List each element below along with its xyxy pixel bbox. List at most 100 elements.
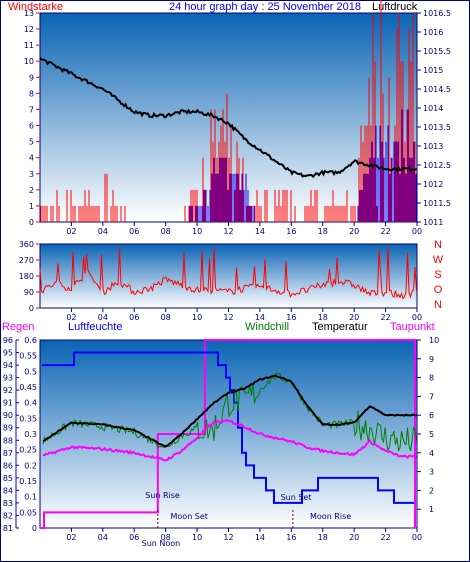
humidity-tick-label: 83 [3, 499, 13, 508]
compass-letter: O [434, 284, 443, 296]
rain-tick-label: 0.4 [24, 399, 37, 408]
pressure-tick-label: 1014 [423, 104, 443, 113]
x-tick-label: 02 [66, 227, 76, 236]
temp-x-axis: 02 04 06 08 10 12 14 16 18 20 22 00 [66, 528, 422, 542]
dewpoint-line [42, 418, 417, 462]
rain-tick-label: 0.3 [24, 430, 37, 439]
x-tick-label: 00 [412, 533, 422, 542]
x-tick-label: 22 [380, 227, 390, 236]
temperature-tick-label: 8 [429, 374, 434, 383]
temperature-tick-label: 2 [429, 486, 434, 495]
compass-letter: W [433, 254, 444, 266]
pressure-tick-label: 1012.5 [423, 161, 451, 170]
pressure-tick-label: 1016.5 [423, 9, 451, 18]
direction-tick-label: 90 [24, 288, 34, 297]
direction-tick-label: 0 [29, 304, 34, 313]
temp-plot-area [40, 340, 417, 528]
dewpoint-title: Taupunkt [390, 321, 435, 333]
rain-tick-label: 0.15 [19, 477, 37, 486]
wind-tick-label: 1 [29, 202, 34, 211]
temperature-line [42, 374, 417, 448]
x-tick-label: 20 [349, 227, 359, 236]
x-tick-label: 16 [286, 533, 296, 542]
pressure-tick-label: 1011.5 [423, 199, 451, 208]
pressure-tick-label: 1015 [423, 66, 443, 75]
x-tick-label: 08 [161, 227, 171, 236]
pressure-tick-label: 1016 [423, 28, 443, 37]
pressure-tick-label: 1013 [423, 142, 443, 151]
wind-tick-label: 10 [24, 57, 34, 66]
rain-tick-label: 0.6 [24, 336, 37, 345]
temperature-tick-label: 6 [429, 411, 434, 420]
x-tick-label: 06 [129, 313, 139, 322]
wind-tick-label: 0 [29, 218, 34, 227]
rain-tick-label: 0.45 [19, 383, 37, 392]
temperature-tick-label: 10 [429, 336, 439, 345]
rain-line [40, 339, 416, 529]
rain-tick-label: 0.5 [24, 367, 37, 376]
x-tick-label: 12 [223, 313, 233, 322]
humidity-tick-label: 95 [3, 349, 13, 358]
rain-tick-label: 0.55 [19, 352, 37, 361]
temperature-tick-label: 7 [429, 392, 434, 401]
x-tick-label: 10 [192, 313, 202, 322]
x-tick-label: 02 [66, 533, 76, 542]
x-tick-label: 06 [129, 533, 139, 542]
humidity-tick-label: 88 [3, 436, 13, 445]
pressure-tick-label: 1014.5 [423, 85, 451, 94]
humidity-tick-label: 96 [3, 336, 13, 345]
pressure-tick-label: 1012 [423, 180, 443, 189]
wind-title: Windstarke [8, 1, 63, 13]
humidity-tick-label: 94 [3, 361, 13, 370]
compass-letter: N [434, 299, 442, 311]
humidity-tick-label: 92 [3, 386, 13, 395]
sun-noon-label: Sun Noon [142, 539, 181, 548]
direction-line [39, 246, 417, 300]
wind-tick-label: 8 [29, 89, 34, 98]
x-tick-label: 12 [223, 227, 233, 236]
wind-tick-label: 12 [24, 25, 34, 34]
x-tick-label: 08 [161, 533, 171, 542]
direction-tick-label: 360 [19, 240, 34, 249]
x-tick-label: 10 [192, 227, 202, 236]
humidity-tick-label: 84 [3, 486, 13, 495]
wind-tick-label: 2 [29, 186, 34, 195]
rain-tick-label: 0 [32, 524, 37, 533]
humidity-y-axis: 81 82 83 84 85 86 87 88 89 90 91 92 93 94 95 96 [3, 336, 19, 533]
humidity-tick-label: 86 [3, 461, 13, 470]
pressure-y-axis: 1011 1011.5 1012 1012.5 1013 1013.5 1014 1014.5… [417, 9, 451, 227]
x-tick-label: 22 [380, 313, 390, 322]
temperature-tick-label: 4 [429, 449, 434, 458]
x-tick-label: 10 [192, 533, 202, 542]
pressure-tick-label: 1015.5 [423, 47, 451, 56]
wind-series [40, 0, 416, 222]
chart-title: 24 hour graph day : 25 November 2018 [169, 1, 361, 13]
compass-letter: S [434, 269, 441, 281]
x-tick-label: 14 [255, 227, 265, 236]
rain-tick-label: 0.25 [19, 446, 37, 455]
pressure-tick-label: 1011 [423, 218, 443, 227]
moon-set-label: Moon Set [171, 512, 208, 521]
x-tick-label: 08 [161, 313, 171, 322]
direction-tick-label: 180 [19, 272, 34, 281]
rain-tick-label: 0.35 [19, 414, 37, 423]
rain-tick-label: 0.2 [24, 461, 37, 470]
direction-tick-label: 270 [19, 256, 34, 265]
humidity-tick-label: 87 [3, 449, 13, 458]
direction-x-axis: 02 04 06 08 10 12 14 16 18 20 22 00 [66, 308, 422, 322]
wind-tick-label: 11 [24, 41, 34, 50]
rain-title: Regen [2, 321, 34, 333]
direction-y-axis: 0 90 180 270 360 [19, 240, 40, 313]
x-tick-label: 04 [98, 313, 108, 322]
x-tick-label: 00 [412, 313, 422, 322]
windchill-line [42, 371, 417, 453]
x-tick-label: 12 [223, 533, 233, 542]
humidity-tick-label: 82 [3, 511, 13, 520]
direction-plot-area [40, 244, 417, 308]
x-tick-label: 20 [349, 313, 359, 322]
x-tick-label: 02 [66, 313, 76, 322]
